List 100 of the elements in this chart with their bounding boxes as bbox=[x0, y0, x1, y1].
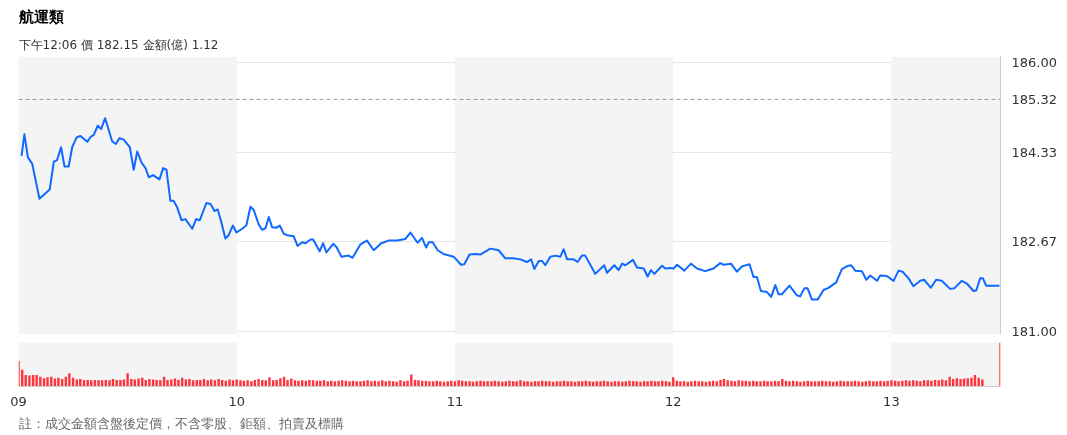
bar bbox=[766, 381, 769, 387]
bar bbox=[519, 380, 522, 387]
bar bbox=[828, 381, 831, 387]
bar bbox=[730, 380, 733, 387]
bar bbox=[599, 381, 602, 387]
bar bbox=[508, 380, 511, 387]
bar bbox=[257, 379, 260, 387]
bar bbox=[417, 380, 420, 387]
bar bbox=[479, 380, 482, 387]
bar bbox=[308, 379, 311, 387]
bar bbox=[977, 377, 980, 387]
bar bbox=[606, 381, 609, 387]
bar bbox=[719, 379, 722, 387]
bar bbox=[919, 381, 922, 387]
y-tick-label: 182.67 bbox=[1011, 234, 1057, 250]
ref-line-label: 185.32 bbox=[1011, 91, 1057, 107]
bar bbox=[741, 380, 744, 387]
bar bbox=[366, 380, 369, 387]
bar bbox=[879, 380, 882, 387]
bar bbox=[337, 380, 340, 387]
bar bbox=[457, 380, 460, 387]
bar bbox=[370, 381, 373, 387]
bar bbox=[228, 379, 231, 387]
bar bbox=[159, 380, 162, 387]
bar bbox=[537, 381, 540, 387]
bar bbox=[679, 381, 682, 387]
bar bbox=[126, 373, 129, 387]
bar bbox=[155, 379, 158, 387]
bar bbox=[708, 381, 711, 387]
bar bbox=[948, 376, 951, 387]
bar bbox=[657, 381, 660, 387]
line-series bbox=[20, 117, 1001, 301]
text: 註：成交金額含盤後定價，不含零股、鉅額、拍賣及標購 bbox=[18, 415, 344, 431]
bar bbox=[388, 380, 391, 387]
bar bbox=[897, 381, 900, 387]
bar bbox=[177, 379, 180, 387]
x-tick-label: 13 bbox=[883, 393, 900, 409]
x-tick-label: 11 bbox=[446, 393, 464, 409]
bar bbox=[901, 380, 904, 387]
bar bbox=[588, 381, 591, 387]
bar bbox=[115, 379, 118, 387]
bar bbox=[777, 381, 780, 387]
bar bbox=[46, 377, 49, 387]
bar bbox=[617, 381, 620, 387]
bar bbox=[759, 381, 762, 387]
bar bbox=[559, 381, 562, 387]
bar bbox=[28, 375, 31, 387]
bar bbox=[188, 379, 191, 387]
chart-subtitle: 下午12:06 價 182.15 金額(億) 1.12 bbox=[18, 37, 219, 52]
bar bbox=[97, 380, 100, 387]
chart-title: 航運類 bbox=[17, 7, 64, 26]
bar bbox=[646, 381, 649, 387]
bar bbox=[35, 375, 38, 387]
bar bbox=[770, 381, 773, 387]
bar bbox=[297, 380, 300, 387]
bar bbox=[857, 381, 860, 387]
bar bbox=[981, 379, 984, 387]
bar bbox=[788, 381, 791, 387]
bar bbox=[108, 380, 111, 387]
bar bbox=[839, 380, 842, 387]
bar bbox=[319, 380, 322, 387]
bar bbox=[428, 381, 431, 387]
bar bbox=[166, 379, 169, 387]
x-tick-label: 09 bbox=[10, 393, 27, 409]
bar bbox=[279, 378, 282, 387]
bar bbox=[137, 378, 140, 387]
bar bbox=[610, 381, 613, 387]
bar bbox=[250, 381, 253, 387]
bar bbox=[57, 377, 60, 387]
y-tick-label: 186.00 bbox=[1011, 55, 1057, 71]
bar bbox=[799, 381, 802, 387]
bar bbox=[628, 380, 631, 387]
x-tick-label: 10 bbox=[228, 393, 245, 409]
bar bbox=[748, 381, 751, 387]
bar bbox=[526, 381, 529, 387]
bar bbox=[268, 377, 271, 387]
bar bbox=[959, 379, 962, 387]
y-tick-label: 181.00 bbox=[1011, 323, 1057, 339]
bar bbox=[468, 381, 471, 387]
bar bbox=[861, 381, 864, 387]
bar bbox=[399, 380, 402, 387]
bar bbox=[497, 381, 500, 387]
bar bbox=[148, 379, 151, 387]
bar bbox=[850, 381, 853, 387]
bar bbox=[668, 381, 671, 387]
bar bbox=[217, 379, 220, 387]
x-tick-label: 12 bbox=[664, 393, 682, 409]
bar bbox=[377, 381, 380, 387]
bar bbox=[490, 381, 493, 387]
bar bbox=[486, 381, 489, 387]
bar bbox=[650, 380, 653, 387]
bar bbox=[39, 376, 42, 387]
bar bbox=[286, 379, 289, 387]
bar bbox=[970, 377, 973, 387]
bar bbox=[206, 380, 209, 387]
bar bbox=[577, 381, 580, 387]
bar bbox=[908, 380, 911, 387]
bar bbox=[239, 380, 242, 387]
bar bbox=[810, 381, 813, 387]
bar bbox=[246, 380, 249, 387]
